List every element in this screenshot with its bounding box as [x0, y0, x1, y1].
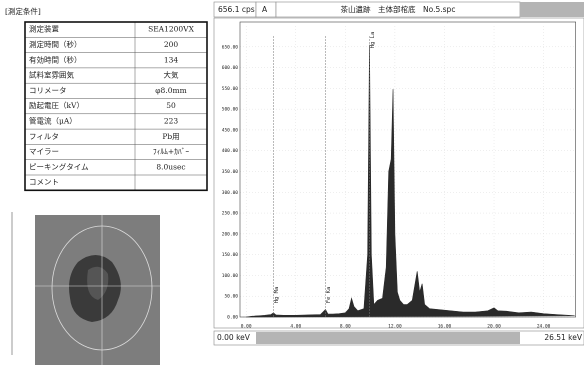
range-end: 26.51 keV: [544, 333, 583, 342]
x-tick-label: 0.00: [241, 324, 252, 330]
table-border: [24, 21, 208, 192]
table-title: [測定条件]: [5, 6, 41, 16]
count-rate: 656.1 cps: [218, 5, 255, 14]
y-tick-label: 550.00: [222, 86, 239, 92]
cell-value: 134: [164, 55, 179, 64]
cell-value: Pb用: [162, 132, 179, 141]
cell-value: 8.0usec: [156, 162, 185, 171]
y-tick-label: 450.00: [222, 127, 239, 133]
cell-value: φ8.0mm: [155, 86, 186, 95]
spectrum: [246, 44, 575, 318]
y-tick-label: 50.00: [224, 294, 238, 300]
y-tick-label: 250.00: [222, 211, 239, 217]
cell-label: ピーキングタイム: [29, 161, 89, 171]
x-tick-label: 4.00: [290, 324, 301, 330]
cell-label: コメント: [29, 178, 59, 187]
file-name: 茶山遺跡 主体部棺底 No.5.spc: [341, 4, 456, 14]
x-tick-label: 24.00: [537, 324, 551, 330]
cell-label: マイラー: [29, 147, 59, 156]
y-tick-label: 300.00: [222, 190, 239, 196]
y-tick-label: 500.00: [222, 107, 239, 113]
cell-value: SEA1200VX: [148, 25, 195, 34]
y-tick-label: 400.00: [222, 148, 239, 154]
spectrum-header: 656.1 cps A 茶山遺跡 主体部棺底 No.5.spc: [213, 1, 584, 18]
cell-label: 管電流（μA）: [29, 115, 77, 125]
cell-label: 測定時間（秒）: [29, 39, 82, 49]
cell-label: 試料室雰囲気: [29, 70, 74, 80]
cell-label: 測定装置: [29, 24, 59, 34]
y-tick-label: 350.00: [222, 169, 239, 175]
y-tick-label: 0.00: [227, 315, 238, 321]
y-tick-label: 600.00: [222, 65, 239, 71]
y-tick-label: 150.00: [222, 252, 239, 258]
peak-label: Fe Ka: [326, 287, 332, 304]
plot-frame: [239, 21, 577, 318]
x-tick-label: 12.00: [388, 324, 402, 330]
peak-label: Hg La: [370, 32, 376, 49]
cell-label: 励起電圧（kV）: [29, 101, 84, 110]
cell-value: 50: [166, 101, 176, 110]
mode: A: [262, 5, 268, 14]
cell-value: ﾌｨﾙﾑ+ｶﾊﾞｰ: [153, 147, 190, 156]
peak-label: Hg Ma: [274, 287, 280, 304]
cell-value: 200: [164, 40, 179, 49]
y-tick-label: 200.00: [222, 231, 239, 237]
range-start: 0.00 keV: [217, 333, 251, 342]
y-tick-label: 650.00: [222, 44, 239, 50]
conditions-table: 測定装置 SEA1200VX 測定時間（秒） 200 有効時間（秒） 134 試料室雰囲気 大…: [24, 21, 208, 192]
cell-label: 有効時間（秒）: [29, 54, 82, 64]
sample-photo: [35, 215, 160, 365]
spectrum-footer: 0.00 keV 26.51 keV: [213, 330, 584, 346]
cell-value: 223: [164, 116, 179, 125]
x-tick-label: 16.00: [438, 324, 452, 330]
cell-label: フィルタ: [29, 132, 59, 141]
spectrum-chart: 0.00 50.00 100.00 150.00 200.00 250.00 300.00 3…: [222, 21, 577, 330]
x-tick-label: 8.00: [340, 324, 351, 330]
x-tick-label: 20.00: [487, 324, 501, 330]
cell-label: コリメータ: [29, 86, 67, 95]
cell-value: 大気: [164, 70, 179, 80]
y-tick-label: 100.00: [222, 273, 239, 279]
plot-panel: [213, 17, 584, 329]
